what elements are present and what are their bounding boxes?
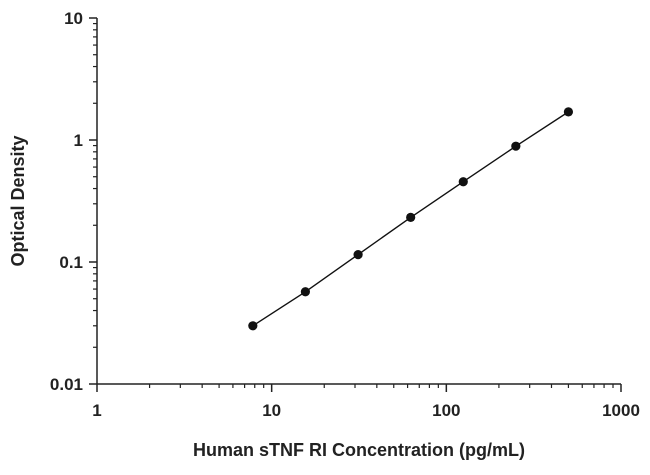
data-point bbox=[458, 177, 468, 187]
x-major-ticks bbox=[96, 384, 622, 392]
data-point bbox=[248, 321, 258, 331]
x-tick-label: 1000 bbox=[602, 401, 640, 420]
y-minor-ticks bbox=[93, 22, 97, 348]
y-tick-label: 1 bbox=[74, 131, 83, 150]
data-points bbox=[248, 107, 574, 331]
y-tick-label: 10 bbox=[64, 9, 83, 28]
y-tick-label: 0.1 bbox=[59, 253, 83, 272]
x-axis-title: Human sTNF RI Concentration (pg/mL) bbox=[193, 440, 525, 460]
x-tick-label: 1 bbox=[92, 401, 101, 420]
data-point bbox=[563, 107, 574, 117]
data-point bbox=[406, 212, 416, 223]
x-tick-labels: 1 10 100 1000 bbox=[92, 401, 640, 420]
x-tick-label: 100 bbox=[432, 401, 460, 420]
x-tick-label: 10 bbox=[262, 401, 281, 420]
y-tick-labels: 0.01 0.1 1 10 bbox=[50, 9, 83, 394]
data-point bbox=[511, 141, 521, 151]
y-major-ticks bbox=[89, 17, 97, 385]
plot-area: 1 10 100 1000 0.01 0.1 1 10 bbox=[50, 9, 640, 420]
y-tick-label: 0.01 bbox=[50, 375, 83, 394]
x-minor-ticks bbox=[148, 384, 614, 388]
data-point bbox=[300, 287, 310, 297]
data-point bbox=[353, 249, 363, 260]
y-axis-title: Optical Density bbox=[8, 135, 28, 266]
